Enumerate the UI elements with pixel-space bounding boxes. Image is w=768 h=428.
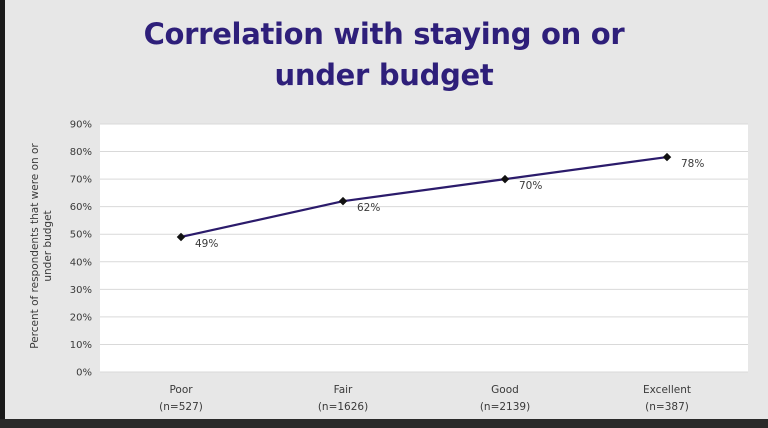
window-bottom-edge xyxy=(0,419,768,428)
y-axis-label-line: under budget xyxy=(42,210,54,281)
x-tick-label: Excellent xyxy=(643,384,691,396)
y-tick-label: 90% xyxy=(70,120,92,131)
x-tick-label: Good xyxy=(491,384,519,396)
y-tick-label: 70% xyxy=(70,175,92,186)
y-tick-label: 20% xyxy=(70,312,92,323)
data-point xyxy=(500,174,510,184)
x-tick-sublabel: (n=1626) xyxy=(318,401,368,413)
data-label: 70% xyxy=(519,180,542,192)
series-line xyxy=(180,155,668,239)
y-tick-label: 0% xyxy=(76,368,92,379)
plot-area xyxy=(100,124,748,372)
y-axis-label: Percent of respondents that were on orun… xyxy=(29,143,54,349)
y-tick-label: 50% xyxy=(70,230,92,241)
x-tick-sublabel: (n=527) xyxy=(159,401,203,413)
data-point xyxy=(176,232,186,242)
x-tick-sublabel: (n=387) xyxy=(645,401,689,413)
y-tick-label: 40% xyxy=(70,257,92,268)
chart-title-line-1: Correlation with staying on or xyxy=(143,17,625,51)
y-tick-label: 80% xyxy=(70,147,92,158)
y-axis-label-line: Percent of respondents that were on or xyxy=(29,143,41,349)
data-label: 78% xyxy=(681,158,704,170)
data-point xyxy=(338,196,348,206)
x-tick-label: Fair xyxy=(334,384,353,396)
chart-title-line-2: under budget xyxy=(274,58,494,92)
chart-title: Correlation with staying on or under bud… xyxy=(0,14,768,96)
data-label: 62% xyxy=(357,202,380,214)
x-tick-sublabel: (n=2139) xyxy=(480,401,530,413)
x-tick-label: Poor xyxy=(169,384,193,396)
y-tick-label: 10% xyxy=(70,340,92,351)
window-left-edge xyxy=(0,0,5,428)
y-tick-label: 30% xyxy=(70,285,92,296)
y-tick-label: 60% xyxy=(70,202,92,213)
data-label: 49% xyxy=(195,238,218,250)
